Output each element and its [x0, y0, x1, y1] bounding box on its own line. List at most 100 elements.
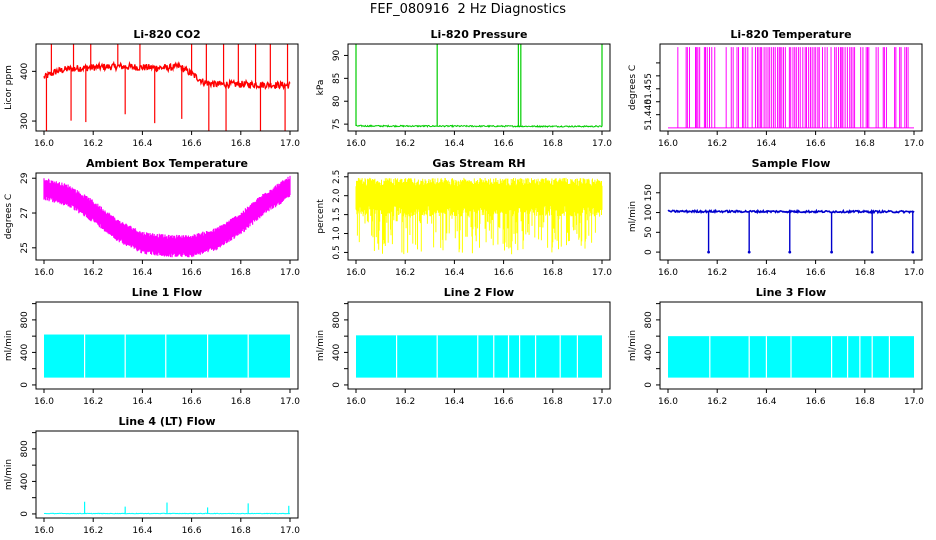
y-axis-label: ml/min: [628, 330, 638, 361]
y-axis-label: ml/min: [628, 201, 638, 232]
y-tick-label: 0: [332, 382, 342, 388]
rh-series: [355, 177, 603, 255]
plot-frame: [35, 43, 299, 132]
plot-frame: [347, 301, 611, 390]
chart-panel: Line 2 Flow ml/min 16.0 16.2 16.4 16.6 16.8 17.…: [316, 286, 612, 407]
data-layer: [668, 47, 914, 129]
y-tick-label: 27: [20, 207, 30, 218]
data-layer: [667, 208, 915, 254]
dip-point: [830, 250, 833, 254]
y-tick-label: 400: [20, 473, 30, 490]
x-tick-label: 16.0: [34, 397, 54, 407]
chart-panel: Line 4 (LT) Flow ml/min 16.0 16.2 16.4 16.6 16…: [4, 415, 300, 536]
chart-title: Li-820 Temperature: [730, 28, 851, 41]
y-tick-label: 51.455: [644, 73, 654, 105]
x-tick-label: 16.4: [756, 139, 776, 149]
y-tick-label: 800: [332, 311, 342, 328]
dip-point: [747, 250, 751, 254]
data-layer: [43, 175, 291, 258]
plot-frame: [347, 172, 611, 261]
x-tick-label: 16.8: [543, 139, 563, 149]
dip-point: [870, 250, 874, 254]
y-axis-label: degrees C: [628, 65, 638, 110]
x-tick-label: 16.0: [34, 268, 54, 278]
y-tick-label: 1.0: [332, 226, 342, 241]
x-tick-label: 16.6: [806, 139, 826, 149]
x-tick-label: 16.6: [494, 139, 514, 149]
y-tick-label: 2.5: [332, 170, 342, 184]
x-tick-label: 16.2: [707, 268, 727, 278]
x-tick-label: 16.4: [132, 139, 152, 149]
x-tick-label: 16.2: [395, 268, 415, 278]
y-tick-label: 0: [644, 249, 654, 255]
x-tick-label: 16.2: [83, 268, 103, 278]
chart-panel: Li-820 Temperature degrees C 16.0 16.2 16.4 1…: [628, 28, 924, 149]
x-tick-label: 16.0: [346, 397, 366, 407]
y-axis-label: ml/min: [4, 459, 14, 490]
chart-panel: Li-820 CO2 Licor ppm 16.0 16.2 16.4 16.6 16.8 1…: [4, 28, 300, 149]
chart-title: Sample Flow: [752, 157, 831, 170]
x-tick-label: 17.0: [280, 397, 300, 407]
y-tick-label: 90: [332, 49, 342, 61]
y-tick-label: 400: [20, 62, 30, 79]
y-tick-label: 800: [644, 311, 654, 328]
x-tick-label: 16.6: [182, 397, 202, 407]
x-tick-label: 16.8: [231, 526, 251, 536]
plot-frame: [659, 172, 923, 261]
x-tick-label: 16.2: [707, 139, 727, 149]
main-title: FEF_080916 2 Hz Diagnostics: [369, 2, 567, 17]
x-tick-label: 17.0: [280, 139, 300, 149]
x-tick-label: 16.0: [658, 268, 678, 278]
y-axis-label: percent: [316, 199, 326, 234]
chart-title: Line 4 (LT) Flow: [119, 415, 216, 428]
x-tick-label: 16.2: [83, 526, 103, 536]
x-tick-label: 16.8: [231, 268, 251, 278]
x-tick-label: 16.6: [494, 268, 514, 278]
x-tick-label: 17.0: [592, 397, 612, 407]
y-tick-label: 75: [332, 118, 342, 129]
y-tick-label: 25: [20, 242, 30, 253]
x-tick-label: 16.8: [231, 139, 251, 149]
chart-title: Ambient Box Temperature: [86, 157, 248, 170]
y-tick-label: 0: [20, 382, 30, 388]
x-tick-label: 17.0: [592, 268, 612, 278]
data-layer: [668, 336, 914, 378]
y-tick-label: 800: [20, 440, 30, 457]
chart-panel: Ambient Box Temperature degrees C 16.0 16.2…: [4, 157, 300, 278]
x-tick-label: 16.8: [543, 268, 563, 278]
y-tick-label: 100: [644, 204, 654, 221]
x-tick-label: 16.4: [444, 139, 464, 149]
x-tick-label: 16.4: [132, 397, 152, 407]
y-tick-label: 400: [332, 344, 342, 361]
y-tick-label: 0.5: [332, 245, 342, 259]
y-tick-label: 400: [20, 344, 30, 361]
chart-panel: Sample Flow ml/min 16.0 16.2 16.4 16.6 16.8 17.…: [628, 157, 924, 278]
x-tick-label: 16.0: [346, 268, 366, 278]
chart-title: Li-820 Pressure: [431, 28, 528, 41]
series-line: [43, 60, 291, 91]
series-line: [667, 208, 915, 215]
x-tick-label: 16.2: [395, 397, 415, 407]
chart-panel: Line 3 Flow ml/min 16.0 16.2 16.4 16.6 16.8 17.…: [628, 286, 924, 407]
x-tick-label: 16.2: [707, 397, 727, 407]
y-axis-label: ml/min: [316, 330, 326, 361]
chart-title: Line 1 Flow: [132, 286, 202, 299]
x-tick-label: 16.8: [855, 268, 875, 278]
x-tick-label: 16.2: [83, 397, 103, 407]
x-tick-label: 16.0: [34, 526, 54, 536]
y-tick-label: 400: [644, 344, 654, 361]
x-tick-label: 16.4: [132, 268, 152, 278]
x-tick-label: 16.2: [395, 139, 415, 149]
y-axis-label: kPa: [316, 80, 326, 96]
x-tick-label: 16.6: [806, 268, 826, 278]
plot-frame: [659, 43, 923, 132]
y-tick-label: 29: [20, 172, 30, 184]
plot-frame: [35, 172, 299, 261]
x-tick-label: 16.0: [658, 397, 678, 407]
y-tick-label: 2.0: [332, 188, 342, 203]
chart-title: Line 2 Flow: [444, 286, 514, 299]
y-axis-label: degrees C: [4, 194, 14, 239]
plot-frame: [35, 301, 299, 390]
data-layer: [355, 177, 603, 255]
